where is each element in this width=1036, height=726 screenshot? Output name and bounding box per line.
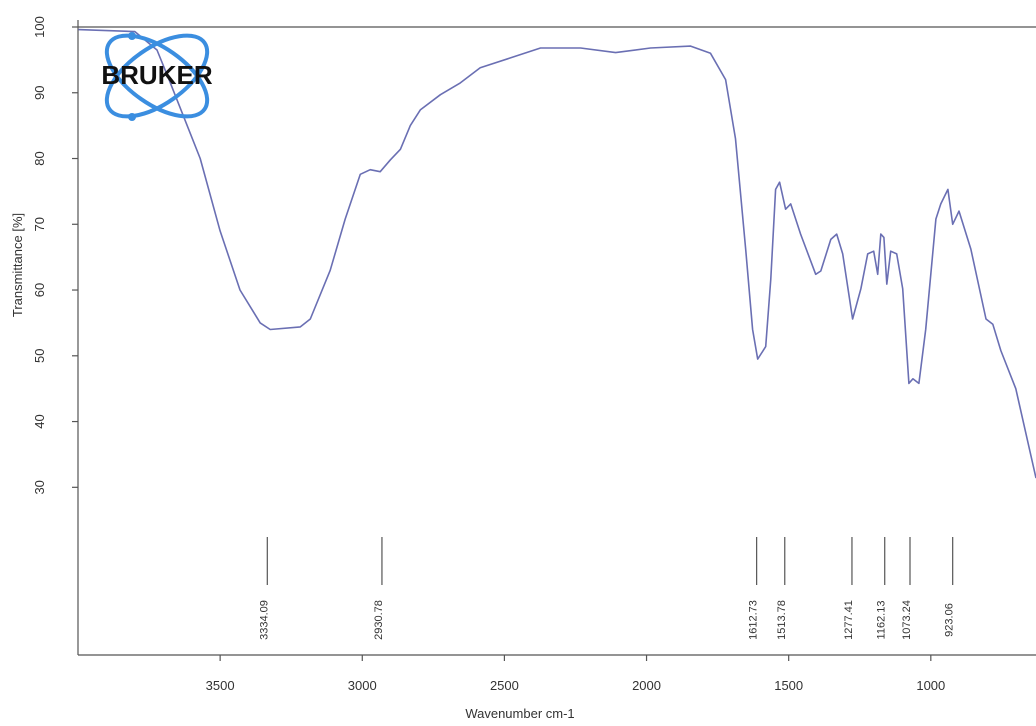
peak-label: 1277.41 xyxy=(843,600,855,640)
peak-label: 2930.78 xyxy=(373,600,385,640)
x-tick-label: 2000 xyxy=(632,678,661,693)
peak-label: 3334.09 xyxy=(258,600,270,640)
spectrum-line xyxy=(78,28,1036,479)
y-tick-label: 40 xyxy=(32,414,47,428)
x-tick-label: 1000 xyxy=(916,678,945,693)
x-tick-label: 1500 xyxy=(774,678,803,693)
x-tick-label: 2500 xyxy=(490,678,519,693)
logo-orbit xyxy=(104,33,210,119)
y-axis-label: Transmittance [%] xyxy=(10,213,25,317)
x-tick-label: 3000 xyxy=(348,678,377,693)
peak-label: 1513.78 xyxy=(776,600,788,640)
peak-label: 1612.73 xyxy=(748,600,760,640)
logo-dot xyxy=(128,113,136,121)
x-axis-label: Wavenumber cm-1 xyxy=(465,706,574,721)
y-tick-label: 60 xyxy=(32,283,47,297)
peak-label: 1073.24 xyxy=(901,600,913,640)
plot: 3500 3000 2500 2000 1500 1000 30 40 50 60 70 80 90 10… xyxy=(32,16,1036,693)
peak-label: 923.06 xyxy=(944,603,956,637)
logo-dot xyxy=(128,32,136,40)
y-tick-label: 80 xyxy=(32,151,47,165)
x-tick-label: 3500 xyxy=(206,678,235,693)
y-tick-label: 90 xyxy=(32,86,47,100)
y-tick-label: 70 xyxy=(32,217,47,231)
y-tick-label: 30 xyxy=(32,480,47,494)
logo-text: BRUKER xyxy=(101,60,212,90)
y-tick-label: 100 xyxy=(32,16,47,38)
y-tick-label: 50 xyxy=(32,349,47,363)
peak-label: 1162.13 xyxy=(876,601,888,640)
logo-orbit xyxy=(104,33,210,119)
bruker-logo: BRUKER xyxy=(101,32,213,121)
